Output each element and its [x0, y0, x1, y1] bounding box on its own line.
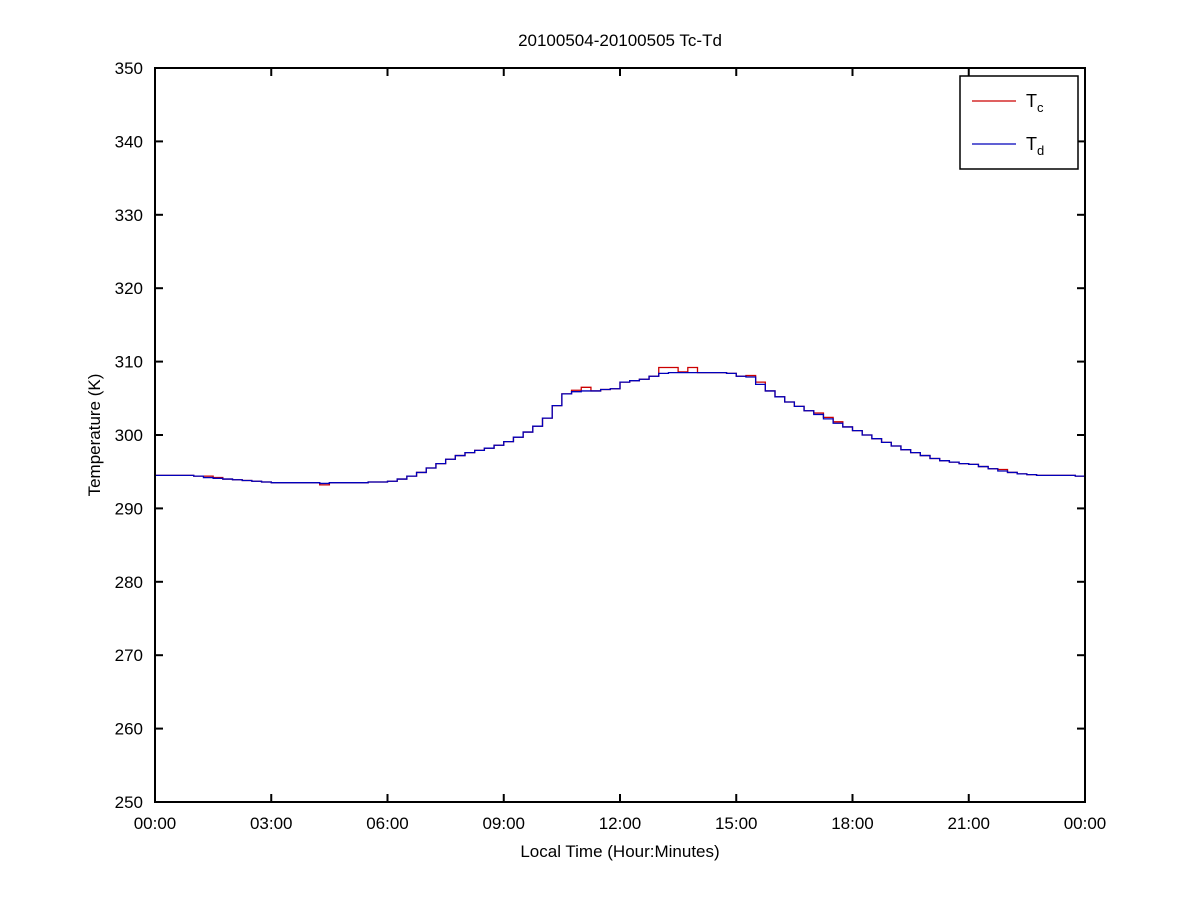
legend-box [959, 75, 1079, 170]
y-axis: 250 260 270 280 290 300 310 320 330 340 350 [115, 59, 1085, 812]
y-tick-label: 270 [115, 646, 143, 665]
y-tick-label: 260 [115, 720, 143, 739]
legend-label-Tc: Tc [1026, 91, 1044, 115]
y-tick-label: 290 [115, 499, 143, 518]
y-tick-label: 310 [115, 353, 143, 372]
x-tick-label: 09:00 [482, 814, 525, 833]
x-tick-label: 00:00 [1064, 814, 1107, 833]
x-axis: 00:00 03:00 06:00 09:00 12:00 15:00 18:00 21:00… [134, 68, 1107, 833]
legend: Tc Td [959, 75, 1079, 170]
legend-label-Td: Td [1026, 134, 1044, 158]
y-tick-label: 320 [115, 279, 143, 298]
x-tick-label: 06:00 [366, 814, 409, 833]
series-Td-line [155, 371, 1085, 485]
y-tick-label: 350 [115, 59, 143, 78]
chart-title: 20100504-20100505 Tc-Td [518, 31, 722, 50]
x-tick-label: 12:00 [599, 814, 642, 833]
x-tick-label: 18:00 [831, 814, 874, 833]
x-tick-label: 21:00 [947, 814, 990, 833]
x-axis-label: Local Time (Hour:Minutes) [520, 842, 719, 861]
y-tick-label: 300 [115, 426, 143, 445]
y-tick-label: 340 [115, 132, 143, 151]
x-tick-label: 03:00 [250, 814, 293, 833]
x-tick-label: 00:00 [134, 814, 177, 833]
plot-area [155, 68, 1085, 802]
y-tick-label: 250 [115, 793, 143, 812]
x-tick-label: 15:00 [715, 814, 758, 833]
y-tick-label: 280 [115, 573, 143, 592]
y-tick-label: 330 [115, 206, 143, 225]
series-group [155, 366, 1085, 486]
y-axis-label: Temperature (K) [85, 374, 104, 497]
